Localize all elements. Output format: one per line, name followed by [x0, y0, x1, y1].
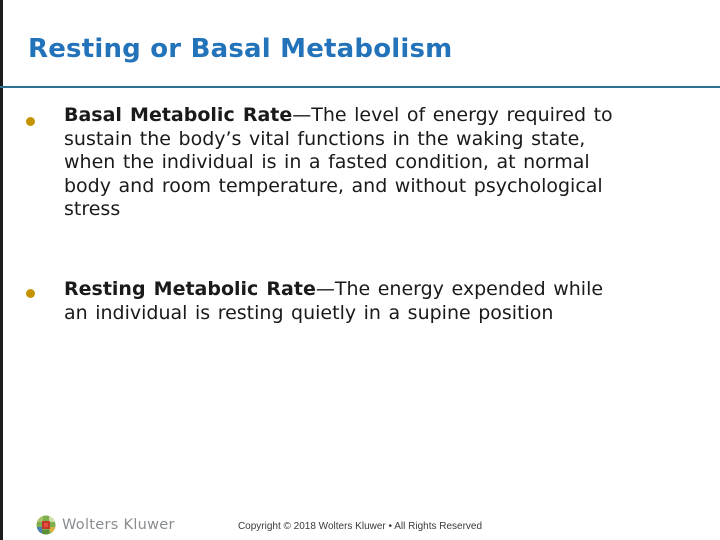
- bullet-definition: —The level of energy required to sustain…: [64, 104, 613, 220]
- bullet-icon: [26, 117, 35, 126]
- bullet-definition: —The energy expended while an individual…: [64, 278, 604, 324]
- logo-wordmark: Wolters Kluwer: [62, 517, 175, 533]
- copyright-text: Copyright © 2018 Wolters Kluwer • All Ri…: [237, 521, 483, 532]
- wolters-kluwer-logo: Wolters Kluwer: [36, 514, 175, 536]
- bullet-item-basal: Basal Metabolic Rate—The level of energy…: [26, 104, 708, 222]
- bullet-item-resting: Resting Metabolic Rate—The energy expend…: [26, 278, 708, 325]
- bullet-icon: [26, 289, 35, 298]
- bullet-term: Resting Metabolic Rate: [64, 278, 316, 300]
- slide-left-border: [0, 0, 3, 540]
- wolters-kluwer-sphere-icon: [36, 515, 56, 535]
- title-divider: [0, 86, 720, 88]
- bullet-term: Basal Metabolic Rate: [64, 104, 293, 126]
- slide-title: Resting or Basal Metabolism: [28, 34, 453, 64]
